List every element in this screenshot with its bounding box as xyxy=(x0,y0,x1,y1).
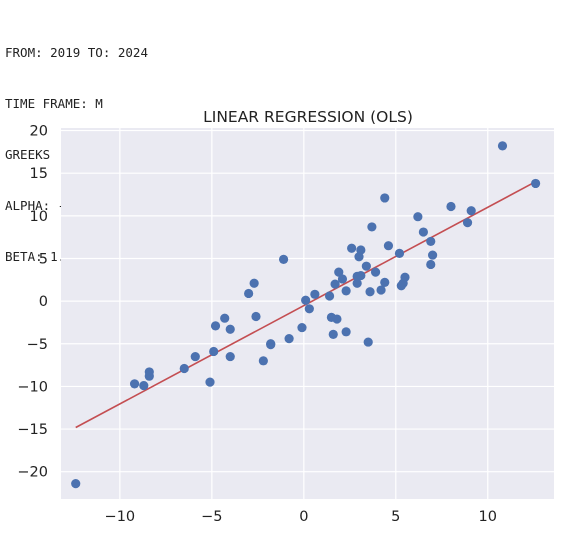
data-point xyxy=(210,321,221,331)
data-point xyxy=(139,380,149,391)
data-point xyxy=(297,322,307,333)
y-tick-label: −10 xyxy=(17,379,48,395)
data-point xyxy=(249,278,259,288)
data-point xyxy=(328,329,338,339)
y-tick-label: 5 xyxy=(39,251,48,267)
data-point xyxy=(334,267,344,277)
data-point xyxy=(341,286,351,296)
data-point xyxy=(330,279,340,289)
plot-area xyxy=(61,128,554,499)
data-point xyxy=(380,193,390,203)
data-point xyxy=(363,337,373,347)
data-point xyxy=(361,261,371,271)
data-point xyxy=(376,285,386,295)
data-point xyxy=(179,363,189,374)
data-point xyxy=(426,236,436,247)
data-point xyxy=(380,277,390,287)
data-point xyxy=(310,289,320,299)
y-tick-label: −15 xyxy=(17,422,48,438)
data-point xyxy=(225,351,235,362)
data-point xyxy=(337,274,348,284)
scatter-points xyxy=(71,141,541,489)
data-point xyxy=(531,178,541,189)
date-range-text: FROM: 2019 TO: 2024 xyxy=(5,45,148,60)
y-tick-label: 20 xyxy=(30,124,48,140)
data-point xyxy=(258,356,268,366)
data-point xyxy=(413,212,423,222)
data-point xyxy=(446,201,456,212)
data-point xyxy=(383,241,394,251)
data-point xyxy=(301,295,311,305)
data-point xyxy=(462,218,473,228)
data-point xyxy=(341,327,351,337)
x-axis-ticks: −10 −5 0 5 10 xyxy=(105,509,497,525)
data-point xyxy=(225,324,235,334)
time-frame-text: TIME FRAME: M xyxy=(5,96,103,111)
y-tick-label: −20 xyxy=(17,465,48,481)
data-point xyxy=(220,313,230,323)
data-point xyxy=(365,287,375,297)
data-point xyxy=(352,278,362,288)
data-point xyxy=(278,254,289,264)
data-point xyxy=(427,250,438,260)
x-tick-label: −10 xyxy=(105,509,136,525)
x-tick-label: 10 xyxy=(479,509,497,525)
y-tick-label: 15 xyxy=(30,166,48,182)
data-point xyxy=(266,340,276,350)
data-point xyxy=(129,379,140,389)
y-tick-label: 0 xyxy=(39,294,48,310)
data-point xyxy=(347,243,357,253)
data-point xyxy=(332,314,342,324)
x-tick-label: −5 xyxy=(201,509,222,525)
data-point xyxy=(356,245,366,255)
data-point xyxy=(426,259,436,270)
y-tick-label: 10 xyxy=(30,209,48,225)
data-point xyxy=(71,479,81,489)
x-tick-label: 0 xyxy=(299,509,308,525)
data-point xyxy=(205,377,215,387)
data-point xyxy=(400,272,410,282)
data-point xyxy=(190,351,200,362)
data-point xyxy=(251,311,261,322)
x-tick-label: 5 xyxy=(391,509,400,525)
data-point xyxy=(466,206,476,216)
chart-title: LINEAR REGRESSION (OLS) xyxy=(203,108,413,126)
data-point xyxy=(284,334,294,344)
data-point xyxy=(144,367,154,377)
data-point xyxy=(394,248,405,258)
data-point xyxy=(304,304,314,314)
data-point xyxy=(370,267,381,277)
data-point xyxy=(497,141,508,151)
data-point xyxy=(356,270,366,281)
data-point xyxy=(209,346,219,357)
y-tick-label: −5 xyxy=(27,337,48,353)
y-axis-ticks: −20 −15 −10 −5 0 5 10 15 20 xyxy=(17,124,48,481)
data-point xyxy=(244,288,254,299)
instrument-name-text: GREEKS xyxy=(5,147,51,162)
data-point xyxy=(324,291,335,301)
data-point xyxy=(418,227,428,237)
data-point xyxy=(367,222,377,232)
